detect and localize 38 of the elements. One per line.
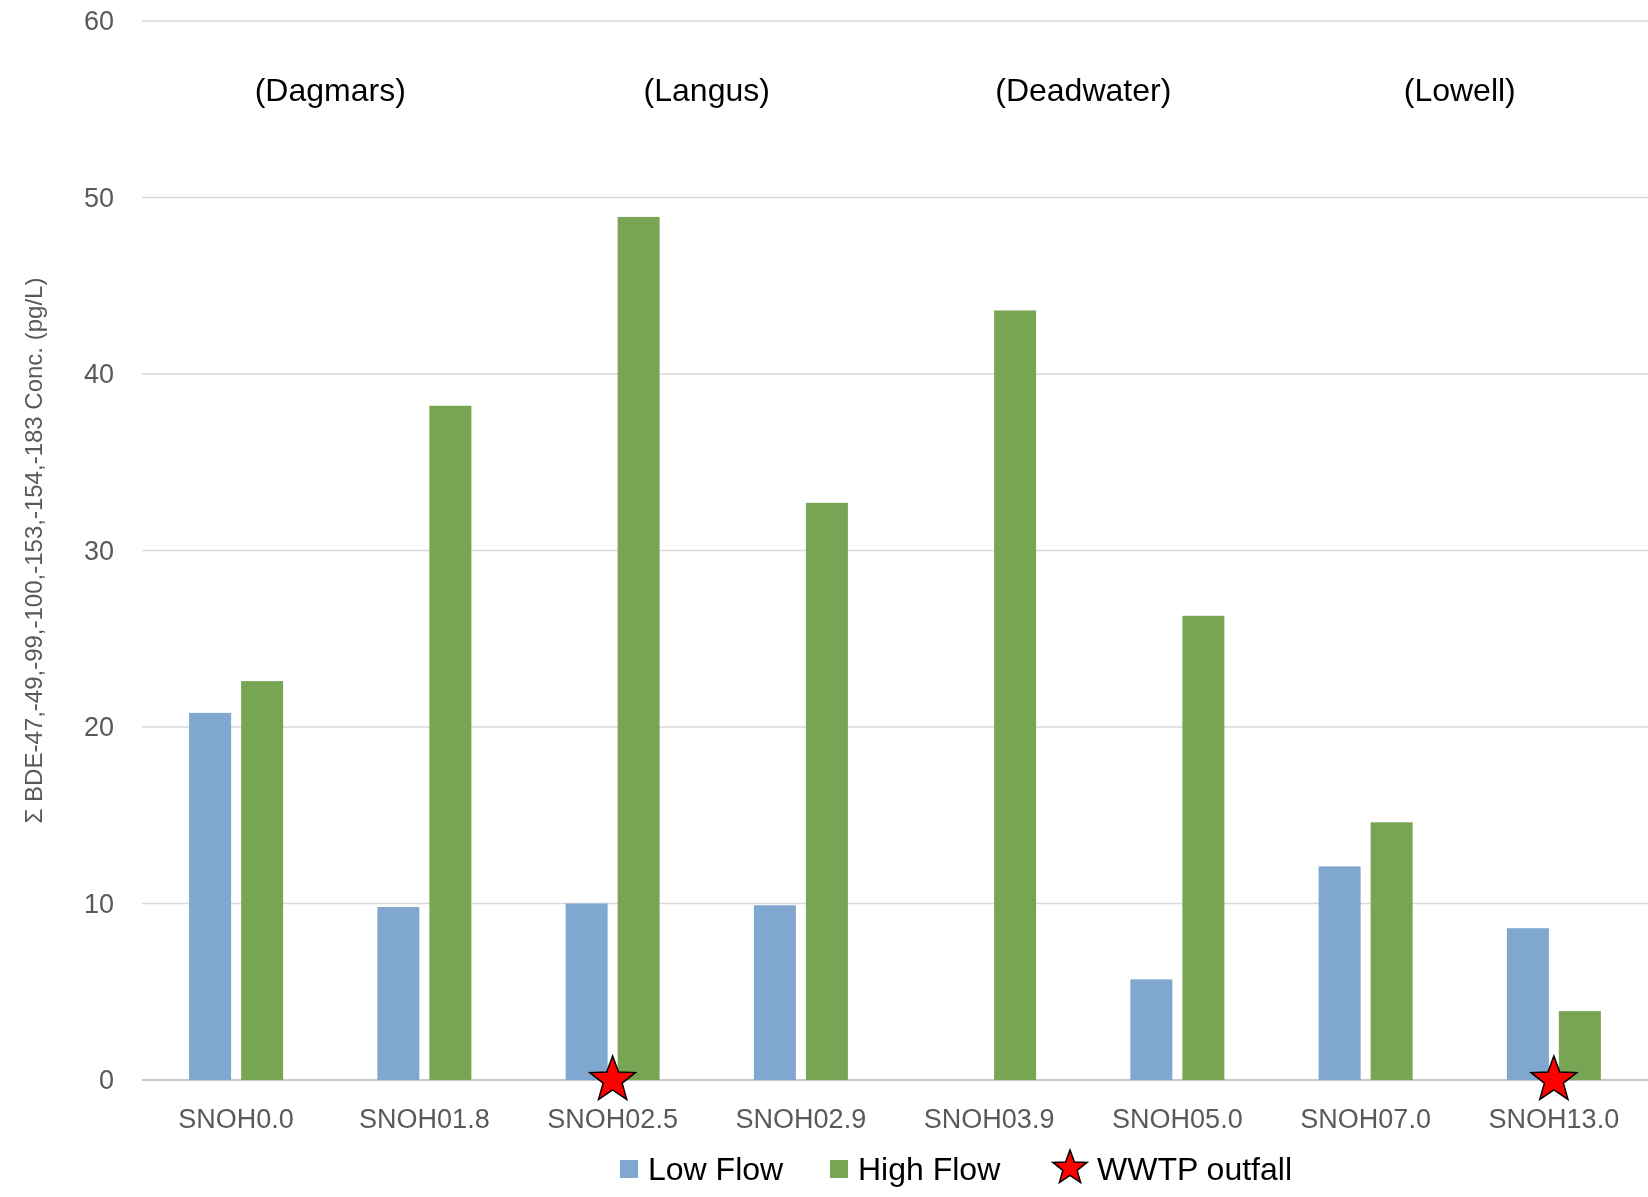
bar [753,905,796,1080]
bar [1318,866,1361,1080]
legend-label: High Flow [858,1151,1002,1187]
x-tick-label: SNOH07.0 [1300,1104,1431,1134]
bar [429,405,472,1080]
bar [1182,615,1225,1080]
y-tick-label: 40 [83,359,114,390]
bar [1130,979,1173,1080]
x-tick-label: SNOH0.0 [178,1104,294,1134]
y-axis-title: Σ BDE-47,-49,-99,-100,-153,-154,-183 Conc. (pg/L) [20,277,47,824]
annotation: (Langus) [643,72,770,108]
legend-label: Low Flow [648,1151,785,1187]
legend-label: WWTP outfall [1097,1151,1292,1187]
bar [565,903,608,1080]
bar [617,216,660,1080]
bar [241,681,284,1080]
y-tick-label: 20 [83,712,114,743]
bar [1506,928,1549,1080]
y-tick-label: 50 [83,182,114,213]
bar [1558,1011,1601,1080]
y-tick-label: 60 [83,6,114,37]
bar [189,712,232,1080]
x-tick-label: SNOH02.5 [547,1104,678,1134]
x-tick-label: SNOH05.0 [1112,1104,1243,1134]
y-tick-label: 10 [83,888,114,919]
annotation: (Lowell) [1403,72,1516,108]
y-tick-label: 30 [83,535,114,566]
bar [994,310,1037,1080]
x-tick-label: SNOH13.0 [1488,1104,1620,1134]
bar [805,502,848,1080]
annotation: (Deadwater) [995,72,1172,108]
x-tick-label: SNOH03.9 [923,1104,1055,1134]
bar [1370,822,1413,1080]
bar [377,907,420,1080]
x-tick-label: SNOH02.9 [735,1104,867,1134]
y-tick-label: 0 [98,1065,114,1096]
x-tick-label: SNOH01.8 [359,1104,490,1134]
annotation: (Dagmars) [254,72,406,108]
